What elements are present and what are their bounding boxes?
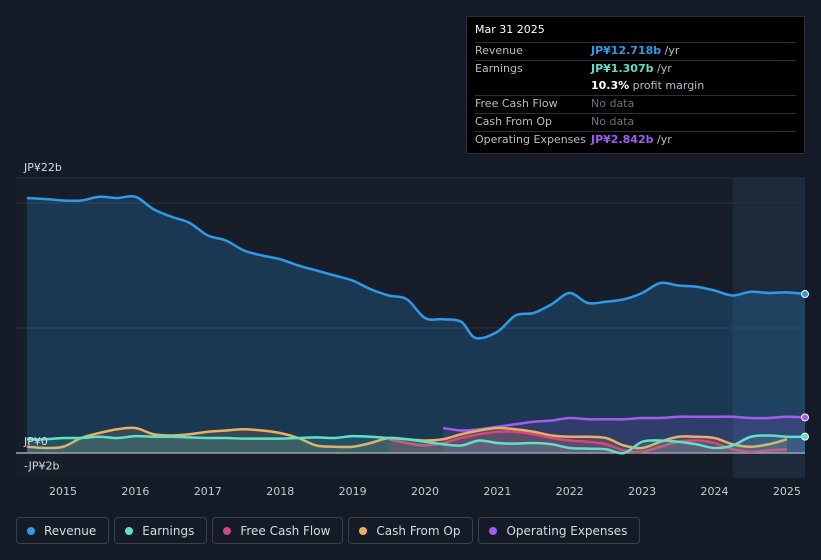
x-tick-2017: 2017 <box>194 485 222 498</box>
x-tick-2025: 2025 <box>773 485 801 498</box>
legend-label-earnings: Earnings <box>142 523 195 538</box>
tooltip-row-opex: Operating Expenses JP¥2.842b /yr <box>475 131 796 149</box>
legend-dot-fcf <box>223 526 232 535</box>
legend-item-opex[interactable]: Operating Expenses <box>478 517 641 544</box>
x-tick-2020: 2020 <box>411 485 439 498</box>
tooltip-label-opex: Operating Expenses <box>475 133 586 146</box>
x-tick-2022: 2022 <box>556 485 584 498</box>
line-free-cash-flow <box>388 430 787 454</box>
area-earnings <box>26 435 806 454</box>
tooltip-value-earnings: JP¥1.307b <box>591 62 654 75</box>
legend-label-revenue: Revenue <box>44 523 97 538</box>
y-label-top: JP¥22b <box>23 161 62 174</box>
tooltip-value-cfo: No data <box>591 115 635 128</box>
tooltip-value-revenue: JP¥12.718b <box>591 44 662 57</box>
line-earnings <box>26 434 806 455</box>
end-point-revenue <box>801 290 809 299</box>
tooltip-label-fcf: Free Cash Flow <box>475 97 558 110</box>
legend: Revenue Earnings Free Cash Flow Cash Fro… <box>16 517 641 544</box>
tooltip-row-cfo: Cash From Op No data <box>475 113 796 131</box>
line-revenue <box>26 194 806 340</box>
y-label-zero: JP¥0 <box>23 435 48 448</box>
legend-label-opex: Operating Expenses <box>506 523 628 538</box>
tooltip-unit-earnings: /yr <box>656 62 672 75</box>
legend-dot-opex <box>489 526 498 535</box>
tooltip-row-margin: 10.3% profit margin <box>475 78 796 95</box>
end-point-earnings <box>801 432 809 441</box>
y-label-bottom: -JP¥2b <box>24 460 59 473</box>
x-tick-2018: 2018 <box>266 485 294 498</box>
line-operating-expenses <box>442 415 806 432</box>
x-tick-2015: 2015 <box>49 485 77 498</box>
tooltip-unit-margin: profit margin <box>632 79 705 92</box>
tooltip-row-earnings: Earnings JP¥1.307b /yr <box>475 60 796 78</box>
legend-label-cfo: Cash From Op <box>376 523 461 538</box>
area-revenue <box>26 196 806 454</box>
tooltip-unit-revenue: /yr <box>664 44 680 57</box>
x-tick-2023: 2023 <box>628 485 656 498</box>
legend-dot-cfo <box>359 526 368 535</box>
x-tick-2019: 2019 <box>339 485 367 498</box>
tooltip-row-revenue: Revenue JP¥12.718b /yr <box>475 42 796 60</box>
end-point-operating-expenses <box>801 413 809 422</box>
legend-item-earnings[interactable]: Earnings <box>114 517 208 544</box>
legend-dot-earnings <box>125 526 134 535</box>
tooltip-value-fcf: No data <box>591 97 635 110</box>
legend-item-revenue[interactable]: Revenue <box>16 517 110 544</box>
tooltip-unit-opex: /yr <box>656 133 672 146</box>
x-tick-2021: 2021 <box>483 485 511 498</box>
legend-dot-revenue <box>27 526 35 535</box>
tooltip-label-revenue: Revenue <box>475 44 523 57</box>
legend-label-fcf: Free Cash Flow <box>240 523 331 538</box>
x-tick-2016: 2016 <box>121 485 149 498</box>
legend-item-fcf[interactable]: Free Cash Flow <box>212 517 344 544</box>
tooltip-row-fcf: Free Cash Flow No data <box>475 95 796 113</box>
legend-item-cfo[interactable]: Cash From Op <box>348 517 474 544</box>
tooltip-label-earnings: Earnings <box>475 62 523 75</box>
tooltip-value-opex: JP¥2.842b <box>591 133 654 146</box>
tooltip-panel: Mar 31 2025 Revenue JP¥12.718b /yr Earni… <box>466 16 805 154</box>
x-tick-2024: 2024 <box>701 485 729 498</box>
tooltip-value-margin: 10.3% <box>591 79 630 92</box>
tooltip-label-cfo: Cash From Op <box>475 115 553 128</box>
tooltip-date: Mar 31 2025 <box>475 23 545 36</box>
